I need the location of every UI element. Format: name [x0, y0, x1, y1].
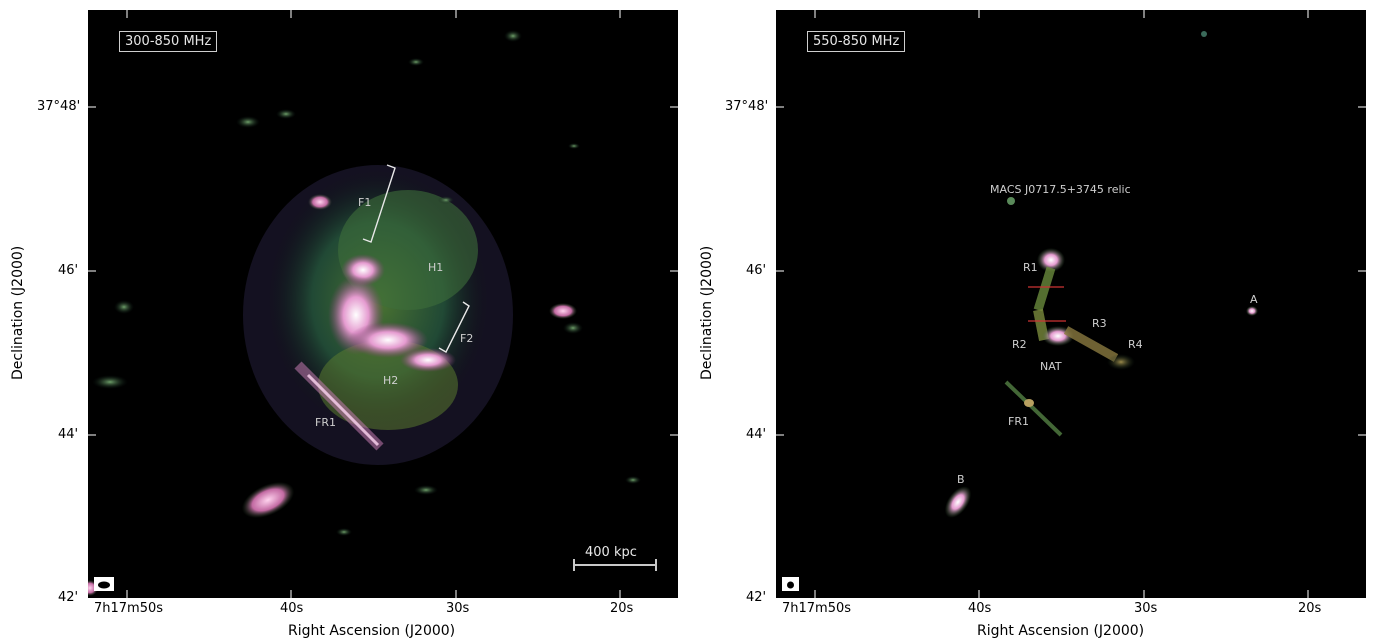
- annotation-fr1: FR1: [315, 416, 336, 429]
- annotation-h2: H2: [383, 374, 399, 387]
- y-tick-48: 37°48': [725, 99, 769, 114]
- annotation-f2: F2: [460, 332, 474, 345]
- x-tick-30: 30s: [446, 601, 470, 616]
- annotation-nat: NAT: [1040, 360, 1062, 373]
- y-tick-46: 46': [746, 263, 767, 278]
- annotation-b: B: [957, 473, 965, 486]
- y-tick-42: 42': [58, 590, 79, 605]
- annotation-f1: F1: [358, 196, 372, 209]
- x-axis-label: Right Ascension (J2000): [977, 623, 1145, 639]
- x-tick-40: 40s: [280, 601, 304, 616]
- y-tick-46: 46': [58, 263, 79, 278]
- annotation-fr1: FR1: [1008, 415, 1029, 428]
- radio-image-left: [88, 10, 678, 598]
- y-tick-44: 44': [58, 427, 79, 442]
- annotation-r3: R3: [1092, 317, 1107, 330]
- x-tick-40: 40s: [968, 601, 992, 616]
- annotation-r1: R1: [1023, 261, 1038, 274]
- y-tick-44: 44': [746, 427, 767, 442]
- annotation-a: A: [1250, 293, 1258, 306]
- radio-image-right: [776, 10, 1366, 598]
- annotation-relic: MACS J0717.5+3745 relic: [990, 183, 1131, 196]
- y-tick-48: 37°48': [37, 99, 81, 114]
- beam-icon: [782, 577, 799, 591]
- x-tick-50: 7h17m50s: [782, 601, 852, 616]
- x-tick-20: 20s: [1298, 601, 1322, 616]
- scale-bar-label: 400 kpc: [585, 545, 637, 560]
- annotation-r4: R4: [1128, 338, 1143, 351]
- right-image-panel: 550-850 MHz MACS J0717.5+3745 relic R1 R…: [776, 10, 1366, 598]
- band-label: 300-850 MHz: [119, 31, 218, 52]
- y-axis-label: Declination (J2000): [699, 245, 715, 380]
- x-axis-label: Right Ascension (J2000): [288, 623, 456, 639]
- left-image-panel: 300-850 MHz F1 H1 F2 H2 FR1 400 kpc: [88, 10, 678, 598]
- y-axis-label: Declination (J2000): [10, 245, 26, 380]
- x-tick-20: 20s: [610, 601, 634, 616]
- annotation-r2: R2: [1012, 338, 1027, 351]
- y-tick-42: 42': [746, 590, 767, 605]
- x-tick-50: 7h17m50s: [94, 601, 164, 616]
- annotation-h1: H1: [428, 261, 444, 274]
- x-tick-30: 30s: [1134, 601, 1158, 616]
- beam-icon: [94, 577, 114, 591]
- band-label: 550-850 MHz: [807, 31, 906, 52]
